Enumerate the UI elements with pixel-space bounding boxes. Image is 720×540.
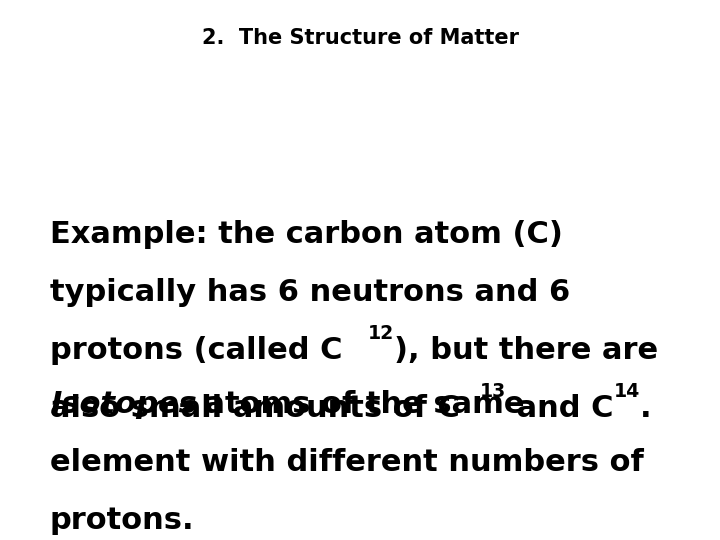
Text: and C: and C: [506, 394, 613, 423]
Text: 12: 12: [368, 324, 395, 343]
Text: Isotopes: Isotopes: [50, 390, 197, 419]
Text: 13: 13: [480, 382, 506, 401]
Text: 14: 14: [614, 382, 640, 401]
Text: ), but there are: ), but there are: [394, 336, 658, 365]
Text: element with different numbers of: element with different numbers of: [50, 448, 644, 477]
Text: – atoms of the same: – atoms of the same: [168, 390, 524, 419]
Text: protons.: protons.: [50, 506, 194, 535]
Text: typically has 6 neutrons and 6: typically has 6 neutrons and 6: [50, 278, 570, 307]
Text: .: .: [640, 394, 652, 423]
Text: 2.  The Structure of Matter: 2. The Structure of Matter: [202, 28, 518, 48]
Text: protons (called C: protons (called C: [50, 336, 343, 365]
Text: also small amounts of C: also small amounts of C: [50, 394, 460, 423]
Text: Example: the carbon atom (C): Example: the carbon atom (C): [50, 220, 563, 249]
